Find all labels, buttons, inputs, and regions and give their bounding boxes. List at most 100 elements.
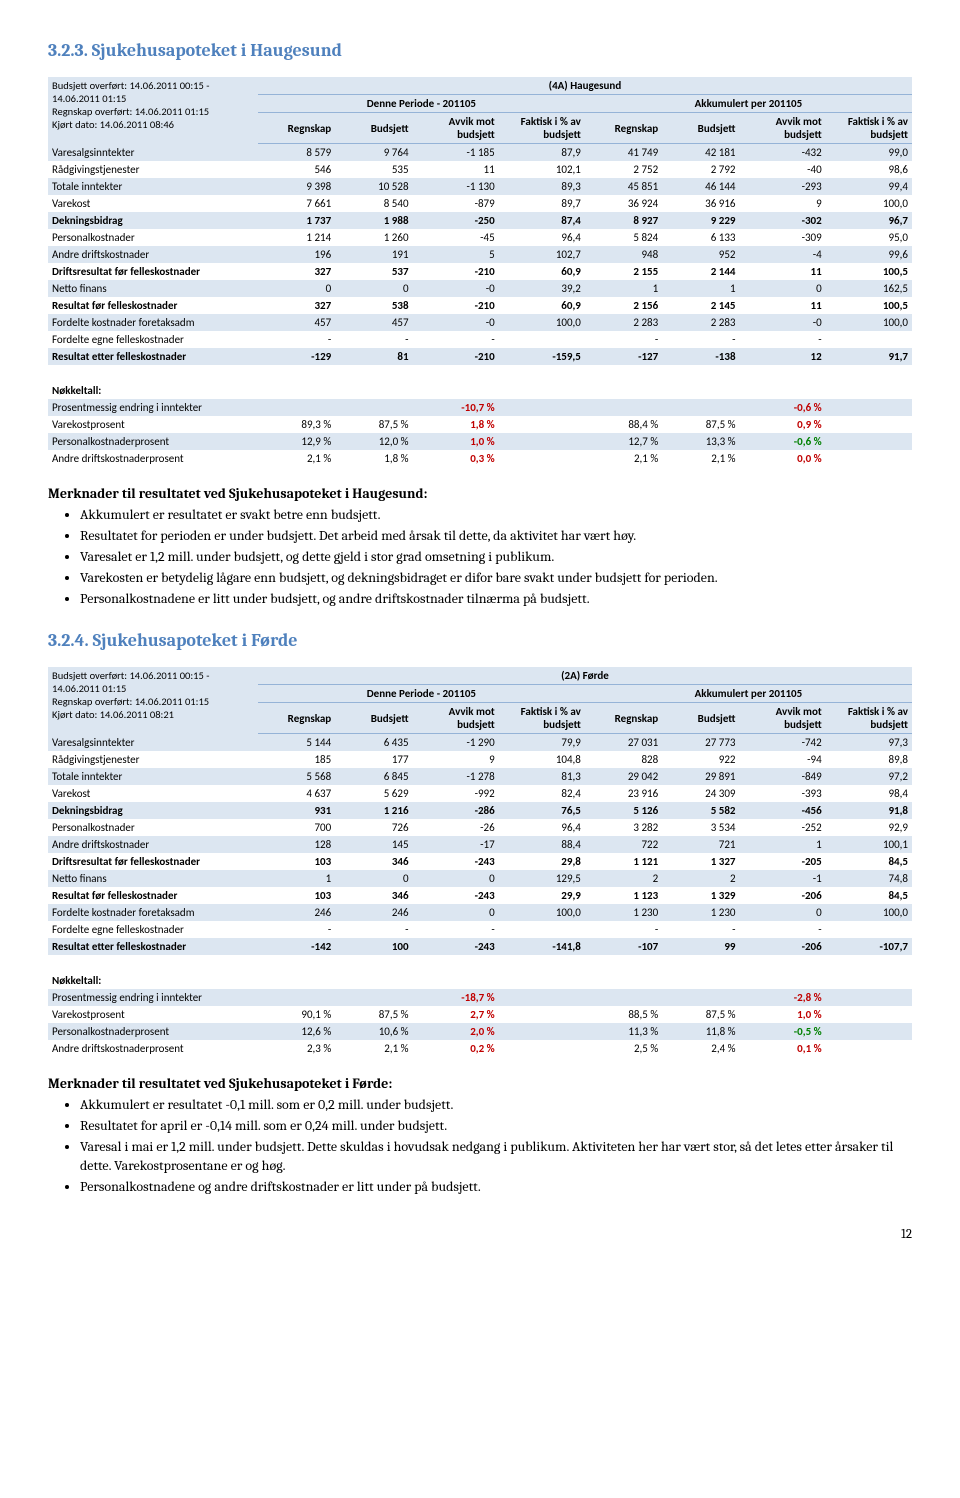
column-header: Avvik mot budsjett: [413, 703, 499, 734]
cell-value: 95,0: [826, 229, 912, 246]
cell-value: -1 185: [413, 144, 499, 162]
cell-value: -243: [413, 887, 499, 904]
cell-value: 327: [258, 297, 335, 314]
key-cell-value: [499, 1040, 585, 1057]
cell-value: [499, 921, 585, 938]
cell-value: 0: [335, 280, 412, 297]
forde-notes-title: Merknader til resultatet ved Sjukehusapo…: [48, 1075, 912, 1092]
cell-value: 100: [335, 938, 412, 955]
cell-value: -210: [413, 348, 499, 365]
key-cell-value: [499, 989, 585, 1006]
cell-value: 5 568: [258, 768, 335, 785]
cell-value: 24 309: [662, 785, 739, 802]
row-label: Rådgivingstjenester: [48, 751, 258, 768]
key-cell-value: [499, 1023, 585, 1040]
key-cell-value: 87,5 %: [335, 1006, 412, 1023]
cell-value: 102,7: [499, 246, 585, 263]
cell-value: 2: [662, 870, 739, 887]
cell-value: 1 230: [585, 904, 662, 921]
key-cell-value: [826, 433, 912, 450]
cell-value: 81: [335, 348, 412, 365]
cell-value: 92,9: [826, 819, 912, 836]
key-cell-value: 12,7 %: [585, 433, 662, 450]
cell-value: [826, 331, 912, 348]
row-label: Totale inntekter: [48, 178, 258, 195]
cell-value: 103: [258, 887, 335, 904]
cell-value: 11: [740, 263, 826, 280]
forde-table-wrap: Budsjett overført: 14.06.2011 00:15 - 14…: [48, 667, 912, 1057]
column-header: Regnskap: [585, 703, 662, 734]
key-cell-value: 1,8 %: [335, 450, 412, 467]
key-cell-value: 2,1 %: [662, 450, 739, 467]
cell-value: 3 282: [585, 819, 662, 836]
cell-value: -: [335, 331, 412, 348]
cell-value: -293: [740, 178, 826, 195]
cell-value: 100,0: [499, 314, 585, 331]
cell-value: 6 845: [335, 768, 412, 785]
key-row-label: Varekostprosent: [48, 1006, 258, 1023]
key-cell-value: 0,2 %: [413, 1040, 499, 1057]
cell-value: -210: [413, 263, 499, 280]
cell-value: 39,2: [499, 280, 585, 297]
key-cell-value: 11,3 %: [585, 1023, 662, 1040]
cell-value: 0: [413, 904, 499, 921]
cell-value: 29 891: [662, 768, 739, 785]
key-cell-value: 2,0 %: [413, 1023, 499, 1040]
cell-value: 1 123: [585, 887, 662, 904]
row-label: Dekningsbidrag: [48, 212, 258, 229]
cell-value: 922: [662, 751, 739, 768]
cell-value: 4 637: [258, 785, 335, 802]
key-cell-value: -0,6 %: [740, 399, 826, 416]
row-label: Resultat etter felleskostnader: [48, 348, 258, 365]
cell-value: 96,7: [826, 212, 912, 229]
cell-value: 12: [740, 348, 826, 365]
cell-value: 537: [335, 263, 412, 280]
column-header: Faktisk i % av budsjett: [499, 113, 585, 144]
cell-value: 952: [662, 246, 739, 263]
cell-value: 246: [258, 904, 335, 921]
cell-value: 10 528: [335, 178, 412, 195]
cell-value: 45 851: [585, 178, 662, 195]
table-meta: Budsjett overført: 14.06.2011 00:15 - 14…: [48, 667, 258, 734]
bullet-item: Akkumulert er resultatet -0,1 mill. som …: [80, 1096, 912, 1115]
cell-value: 9: [740, 195, 826, 212]
cell-value: 5 144: [258, 734, 335, 752]
key-cell-value: 0,3 %: [413, 450, 499, 467]
cell-value: -: [740, 331, 826, 348]
bullet-item: Personalkostnadene er litt under budsjet…: [80, 590, 912, 609]
cell-value: [499, 331, 585, 348]
cell-value: 1 260: [335, 229, 412, 246]
cell-value: 546: [258, 161, 335, 178]
cell-value: 931: [258, 802, 335, 819]
cell-value: 103: [258, 853, 335, 870]
key-cell-value: 12,6 %: [258, 1023, 335, 1040]
bullet-item: Akkumulert er resultatet er svakt betre …: [80, 506, 912, 525]
key-cell-value: 0,9 %: [740, 416, 826, 433]
cell-value: 185: [258, 751, 335, 768]
column-header: Faktisk i % av budsjett: [826, 703, 912, 734]
key-row-label: Prosentmessig endring i inntekter: [48, 399, 258, 416]
cell-value: 1: [258, 870, 335, 887]
cell-value: 327: [258, 263, 335, 280]
key-cell-value: 87,5 %: [335, 416, 412, 433]
cell-value: 84,5: [826, 853, 912, 870]
column-header: Avvik mot budsjett: [740, 113, 826, 144]
key-cell-value: [499, 1006, 585, 1023]
cell-value: 5 824: [585, 229, 662, 246]
cell-value: 346: [335, 853, 412, 870]
cell-value: -456: [740, 802, 826, 819]
cell-value: 96,4: [499, 229, 585, 246]
cell-value: 89,7: [499, 195, 585, 212]
cell-value: -141,8: [499, 938, 585, 955]
bullet-item: Resultatet for perioden er under budsjet…: [80, 527, 912, 546]
cell-value: -26: [413, 819, 499, 836]
bullet-item: Varesalet er 1,2 mill. under budsjett, o…: [80, 548, 912, 567]
cell-value: 60,9: [499, 297, 585, 314]
cell-value: 2 155: [585, 263, 662, 280]
cell-value: -0: [413, 314, 499, 331]
key-cell-value: 2,1 %: [335, 1040, 412, 1057]
cell-value: -1 290: [413, 734, 499, 752]
cell-value: 1 121: [585, 853, 662, 870]
cell-value: -: [258, 921, 335, 938]
cell-value: 99,4: [826, 178, 912, 195]
